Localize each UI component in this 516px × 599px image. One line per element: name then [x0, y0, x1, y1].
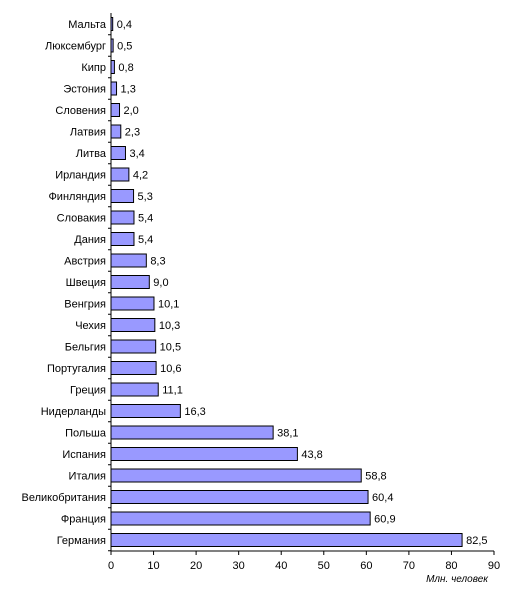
value-label: 2,3 — [125, 127, 140, 139]
value-label: 0,5 — [117, 41, 132, 53]
bar — [110, 511, 371, 526]
bar — [110, 167, 130, 182]
category-label: Австрия — [64, 256, 106, 268]
bar — [110, 468, 362, 483]
x-ticks-group: 0 10 20 30 40 50 60 70 80 90 — [108, 551, 500, 572]
x-tick-label: 50 — [318, 560, 330, 572]
bar — [110, 404, 181, 418]
value-label: 60,9 — [374, 514, 395, 526]
value-label: 5,3 — [138, 191, 153, 203]
bar — [110, 361, 157, 375]
value-label: 82,5 — [466, 535, 487, 547]
category-label: Словакия — [57, 213, 106, 225]
value-label: 10,5 — [160, 342, 181, 354]
value-label: 0,8 — [118, 62, 133, 74]
bar — [110, 533, 463, 547]
category-label: Великобритания — [22, 492, 107, 504]
value-label: 58,8 — [365, 471, 386, 483]
value-label: 10,1 — [158, 299, 179, 311]
x-tick-label: 60 — [360, 560, 372, 572]
bar — [110, 103, 121, 117]
value-label: 8,3 — [150, 256, 165, 268]
value-label: 1,3 — [121, 84, 136, 96]
bar — [110, 60, 115, 74]
category-label: Словения — [55, 105, 106, 117]
bar — [110, 382, 159, 397]
bars-group: Мальта 0,4 Люксембург 0,5 Кипр 0,8 Эстония 1,3 С… — [22, 17, 488, 552]
category-label: Польша — [65, 428, 107, 440]
value-label: 16,3 — [184, 406, 205, 418]
category-label: Латвия — [70, 127, 106, 139]
value-label: 38,1 — [277, 428, 298, 440]
category-label: Франция — [61, 514, 106, 526]
bar — [110, 81, 118, 96]
x-tick-label: 20 — [190, 560, 202, 572]
category-label: Дания — [74, 234, 106, 246]
value-label: 0,4 — [117, 19, 132, 31]
category-label: Нидерланды — [41, 406, 106, 418]
category-label: Португалия — [47, 363, 106, 375]
bar — [110, 210, 135, 225]
value-label: 10,3 — [159, 320, 180, 332]
category-label: Люксембург — [45, 41, 106, 53]
category-label: Италия — [69, 471, 107, 483]
category-label: Венгрия — [64, 299, 106, 311]
x-tick-label: 10 — [147, 560, 159, 572]
bar — [110, 189, 135, 203]
category-label: Финляндия — [48, 191, 106, 203]
category-label: Кипр — [81, 62, 106, 74]
x-tick-label: 40 — [275, 560, 287, 572]
bar — [110, 339, 157, 354]
value-label: 3,4 — [129, 148, 144, 160]
x-tick-label: 70 — [403, 560, 415, 572]
value-label: 10,6 — [160, 363, 181, 375]
value-label: 9,0 — [153, 277, 168, 289]
bar — [110, 124, 122, 139]
category-label: Эстония — [63, 84, 106, 96]
x-tick-label: 30 — [233, 560, 245, 572]
category-label: Испания — [62, 449, 106, 461]
bar — [110, 318, 156, 332]
category-label: Литва — [76, 148, 107, 160]
category-label: Бельгия — [65, 342, 106, 354]
x-tick-label: 0 — [108, 560, 114, 572]
bar — [110, 253, 147, 268]
value-label: 2,0 — [124, 105, 139, 117]
bar — [110, 447, 298, 461]
x-tick-label: 90 — [488, 560, 500, 572]
category-label: Мальта — [68, 19, 107, 31]
category-label: Ирландия — [55, 170, 106, 182]
value-label: 11,1 — [162, 385, 183, 397]
bar — [110, 146, 126, 160]
bar — [110, 275, 150, 289]
bar — [110, 232, 135, 246]
value-label: 5,4 — [138, 213, 153, 225]
value-label: 60,4 — [372, 492, 393, 504]
category-label: Греция — [70, 385, 106, 397]
category-label: Швеция — [66, 277, 106, 289]
value-label: 43,8 — [301, 449, 322, 461]
category-label: Чехия — [75, 320, 106, 332]
x-tick-label: 80 — [445, 560, 457, 572]
value-label: 4,2 — [133, 170, 148, 182]
bar — [110, 490, 369, 504]
bar — [110, 296, 155, 311]
value-label: 5,4 — [138, 234, 153, 246]
category-label: Германия — [57, 535, 106, 547]
bar — [110, 425, 274, 440]
x-axis-label: Млн. человек — [426, 574, 489, 585]
